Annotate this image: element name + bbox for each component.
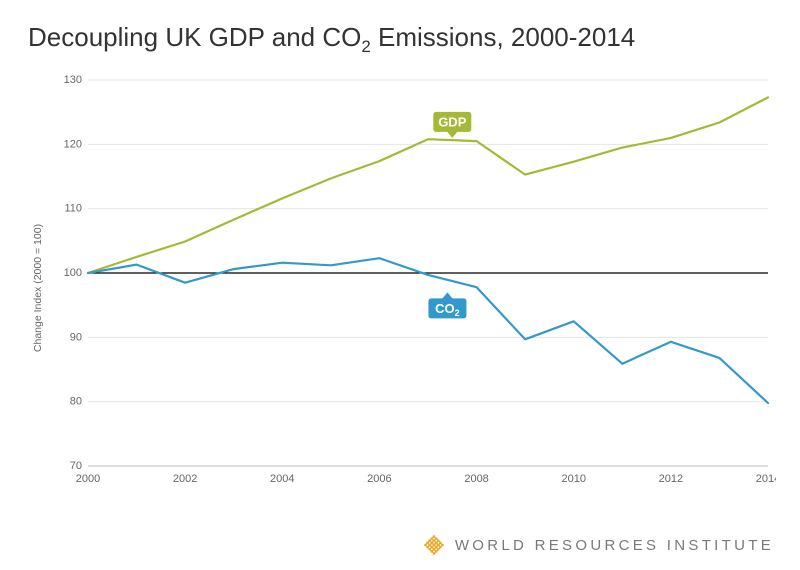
svg-text:100: 100: [64, 267, 82, 279]
svg-text:2004: 2004: [270, 473, 294, 485]
svg-text:2014: 2014: [756, 473, 776, 485]
svg-text:70: 70: [70, 460, 82, 472]
svg-text:2002: 2002: [173, 473, 197, 485]
footer-text: WORLD RESOURCES INSTITUTE: [455, 537, 774, 554]
svg-text:2008: 2008: [464, 473, 488, 485]
svg-text:2010: 2010: [561, 473, 585, 485]
svg-text:2006: 2006: [367, 473, 391, 485]
svg-text:130: 130: [64, 74, 82, 86]
wri-logo-icon: [423, 534, 445, 556]
chart-title: Decoupling UK GDP and CO2 Emissions, 200…: [28, 22, 635, 57]
svg-text:80: 80: [70, 396, 82, 408]
svg-text:GDP: GDP: [438, 114, 467, 129]
svg-text:2000: 2000: [76, 473, 100, 485]
svg-text:90: 90: [70, 331, 82, 343]
svg-text:2012: 2012: [659, 473, 683, 485]
y-axis-label-wrap: Change Index (2000 = 100): [28, 72, 40, 502]
svg-text:110: 110: [64, 203, 82, 215]
chart-plot: 70 80 90 100 110 120 130 2000 2002 2004 2006 2008 20…: [62, 72, 776, 492]
y-axis-label: Change Index (2000 = 100): [32, 218, 44, 358]
svg-text:120: 120: [64, 138, 82, 150]
footer: WORLD RESOURCES INSTITUTE: [423, 534, 774, 556]
